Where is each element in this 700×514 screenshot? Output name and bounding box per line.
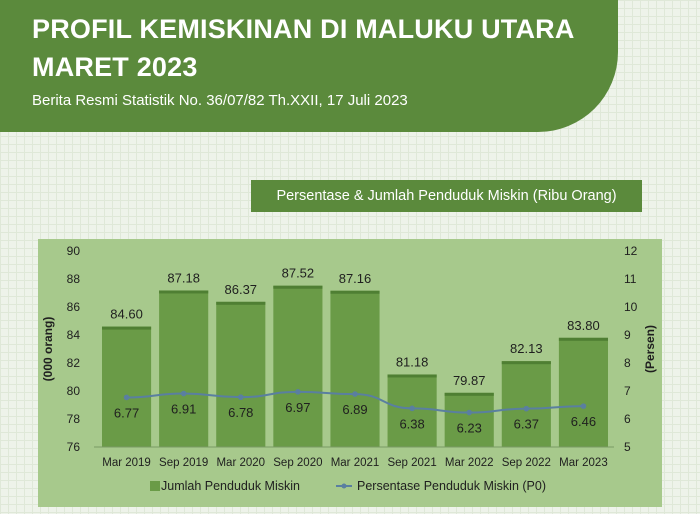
header-banner bbox=[0, 0, 618, 132]
bar-top-edge bbox=[273, 285, 323, 289]
legend-swatch-point bbox=[341, 483, 347, 489]
x-tick-label: Sep 2021 bbox=[387, 457, 436, 469]
y-tick-label: 90 bbox=[67, 244, 81, 258]
line-data-label: 6.77 bbox=[114, 405, 139, 420]
line-data-label: 6.38 bbox=[399, 416, 424, 431]
line-point bbox=[237, 394, 244, 400]
y-tick-label: 82 bbox=[67, 356, 81, 370]
bar bbox=[501, 361, 551, 447]
y2-tick-label: 9 bbox=[624, 328, 631, 342]
y-tick-label: 88 bbox=[67, 272, 81, 286]
line-point bbox=[295, 389, 301, 395]
x-tick-label: Mar 2021 bbox=[331, 457, 380, 469]
y-tick-label: 80 bbox=[67, 384, 81, 398]
bar-top-edge bbox=[558, 337, 609, 341]
bar-data-label: 81.18 bbox=[396, 354, 429, 369]
line-point bbox=[523, 405, 530, 412]
line-data-label: 6.97 bbox=[285, 400, 310, 415]
bar-top-edge bbox=[159, 290, 209, 294]
legend-swatch-bar bbox=[150, 481, 160, 491]
bar bbox=[444, 392, 494, 447]
x-tick-label: Mar 2019 bbox=[102, 457, 151, 469]
bar bbox=[101, 326, 152, 447]
bar-top-edge bbox=[387, 374, 437, 378]
bar-data-label: 79.87 bbox=[453, 373, 486, 388]
bar-data-label: 86.37 bbox=[225, 282, 258, 297]
bar-data-label: 87.16 bbox=[339, 271, 372, 286]
y2-tick-label: 6 bbox=[624, 412, 631, 426]
y-tick-label: 78 bbox=[67, 412, 81, 426]
bar-data-label: 83.80 bbox=[567, 318, 600, 333]
line-data-label: 6.78 bbox=[228, 405, 253, 420]
x-tick-label: Mar 2022 bbox=[445, 457, 494, 469]
line-data-label: 6.46 bbox=[571, 414, 596, 429]
page-title-line-2: MARET 2023 bbox=[32, 52, 198, 82]
x-tick-label: Mar 2020 bbox=[216, 457, 265, 469]
bar-data-label: 82.13 bbox=[510, 341, 543, 356]
y2-tick-label: 12 bbox=[624, 244, 638, 258]
bar-data-label: 87.18 bbox=[167, 270, 200, 285]
page-subtitle: Berita Resmi Statistik No. 36/07/82 Th.X… bbox=[32, 92, 408, 109]
legend-label-bar: Jumlah Penduduk Miskin bbox=[161, 479, 300, 493]
line-point bbox=[123, 394, 130, 401]
page-title-line-1: PROFIL KEMISKINAN DI MALUKU UTARA bbox=[32, 14, 575, 44]
bar bbox=[330, 290, 380, 447]
chart-title: Persentase & Jumlah Penduduk Miskin (Rib… bbox=[251, 180, 642, 212]
y-axis-label: (000 orang) bbox=[41, 317, 55, 382]
y2-tick-label: 5 bbox=[624, 440, 631, 454]
bar bbox=[273, 285, 323, 447]
bar-top-edge bbox=[101, 326, 152, 330]
bar bbox=[558, 337, 609, 447]
line-point bbox=[180, 390, 187, 397]
y2-tick-label: 7 bbox=[624, 384, 631, 398]
x-tick-label: Sep 2020 bbox=[273, 457, 322, 469]
line-point bbox=[466, 409, 473, 416]
bar-top-edge bbox=[501, 361, 551, 365]
line-data-label: 6.23 bbox=[457, 421, 482, 436]
line-point bbox=[409, 405, 415, 412]
x-tick-label: Sep 2019 bbox=[159, 457, 208, 469]
bar-top-edge bbox=[444, 392, 494, 396]
legend-label-line: Persentase Penduduk Miskin (P0) bbox=[357, 479, 546, 493]
bar-top-edge bbox=[330, 290, 380, 294]
line-data-label: 6.91 bbox=[171, 402, 196, 417]
y2-tick-label: 8 bbox=[624, 356, 631, 370]
bar-data-label: 87.52 bbox=[282, 266, 315, 281]
y2-axis-label: (Persen) bbox=[643, 325, 657, 373]
line-data-label: 6.37 bbox=[514, 417, 539, 432]
y2-tick-label: 11 bbox=[624, 272, 637, 286]
line-point bbox=[352, 391, 358, 397]
x-tick-label: Sep 2022 bbox=[502, 457, 551, 469]
bar bbox=[159, 290, 209, 447]
line-point bbox=[580, 403, 587, 409]
y-tick-label: 84 bbox=[67, 328, 81, 342]
y-tick-label: 76 bbox=[67, 440, 81, 454]
x-tick-label: Mar 2023 bbox=[559, 457, 608, 469]
y2-tick-label: 10 bbox=[624, 300, 638, 314]
bar bbox=[216, 301, 266, 447]
bar-data-label: 84.60 bbox=[110, 307, 143, 322]
bar-top-edge bbox=[216, 301, 266, 305]
line-data-label: 6.89 bbox=[342, 402, 367, 417]
y-tick-label: 86 bbox=[67, 300, 81, 314]
